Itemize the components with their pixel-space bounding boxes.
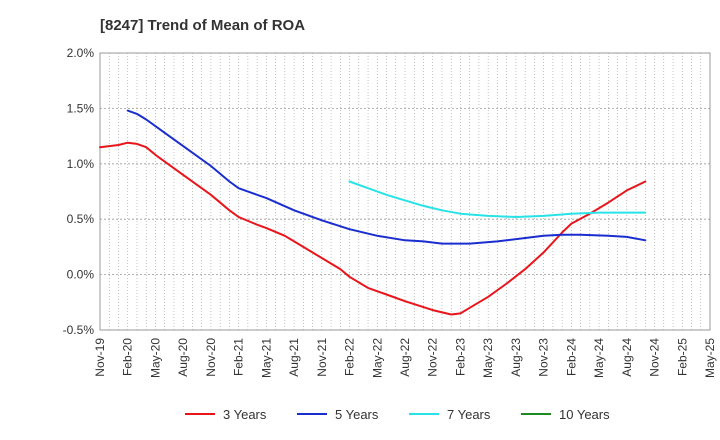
- x-tick-label: May-22: [370, 338, 384, 378]
- y-tick-label: 1.5%: [67, 101, 95, 115]
- y-axis: 2.0% 1.5% 1.0% 0.5% 0.0% -0.5%: [63, 46, 95, 337]
- x-tick-label: Nov-19: [93, 338, 107, 377]
- x-tick-label: Nov-24: [648, 338, 662, 377]
- x-tick-label: Feb-20: [121, 338, 135, 376]
- legend-label: 5 Years: [335, 407, 379, 422]
- x-tick-label: Feb-24: [564, 338, 578, 376]
- y-tick-label: 1.0%: [67, 157, 95, 171]
- x-tick-label: May-24: [592, 338, 606, 378]
- series-line-5-years: [126, 109, 647, 245]
- legend: 3 Years 5 Years 7 Years 10 Years: [185, 407, 610, 422]
- x-tick-label: May-23: [481, 338, 495, 378]
- legend-label: 10 Years: [559, 407, 610, 422]
- x-tick-label: Feb-22: [343, 338, 357, 376]
- x-tick-label: Nov-23: [537, 338, 551, 377]
- x-tick-label: Feb-21: [232, 338, 246, 376]
- series-line-3-years: [99, 141, 647, 316]
- x-tick-label: Feb-23: [453, 338, 467, 376]
- x-tick-label: Aug-23: [509, 338, 523, 377]
- legend-label: 3 Years: [223, 407, 267, 422]
- x-axis: Nov-19 Feb-20 May-20 Aug-20 Nov-20 Feb-21 May-…: [93, 338, 717, 378]
- y-tick-label: -0.5%: [63, 323, 95, 337]
- legend-label: 7 Years: [447, 407, 491, 422]
- x-tick-label: Nov-22: [426, 338, 440, 377]
- y-tick-label: 0.0%: [67, 268, 95, 282]
- series-line-7-years: [348, 180, 647, 218]
- x-tick-label: Aug-22: [398, 338, 412, 377]
- series-lines: [99, 109, 647, 316]
- x-tick-label: Nov-21: [315, 338, 329, 377]
- x-tick-label: May-25: [703, 338, 717, 378]
- x-tick-label: May-20: [148, 338, 162, 378]
- x-tick-label: Aug-20: [176, 338, 190, 377]
- y-tick-label: 0.5%: [67, 212, 95, 226]
- grid: [100, 53, 710, 330]
- x-tick-label: Aug-21: [287, 338, 301, 377]
- x-tick-label: Nov-20: [204, 338, 218, 377]
- chart-title: [8247] Trend of Mean of ROA: [100, 17, 305, 34]
- x-tick-label: May-21: [259, 338, 273, 378]
- y-tick-label: 2.0%: [67, 46, 95, 60]
- x-tick-label: Aug-24: [620, 338, 634, 377]
- x-tick-label: Feb-25: [675, 338, 689, 376]
